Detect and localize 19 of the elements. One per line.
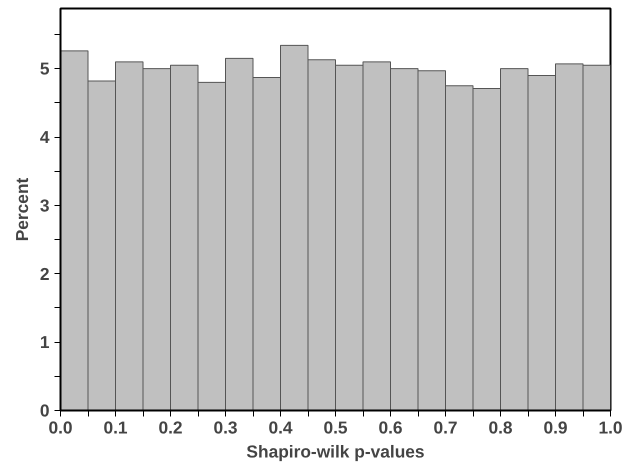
x-axis-title: Shapiro-wilk p-values: [246, 442, 425, 462]
y-axis-title: Percent: [12, 177, 32, 242]
y-tick-label: 1: [40, 332, 50, 352]
x-tick-label: 0.8: [488, 418, 513, 438]
x-tick-label: 0.3: [213, 418, 238, 438]
y-tick-label: 4: [40, 127, 50, 148]
x-tick-label: 0.0: [48, 418, 73, 438]
y-tick-label: 3: [40, 195, 50, 216]
x-tick-label: 0.9: [543, 418, 568, 438]
x-tick-label: 0.1: [103, 418, 128, 438]
y-tick-label: 2: [40, 264, 50, 284]
x-tick-label: 0.2: [158, 418, 183, 438]
x-tick-label: 0.5: [323, 418, 348, 438]
x-tick-label: 1.0: [598, 418, 623, 438]
y-tick-label: 0: [40, 400, 50, 420]
x-tick-label: 0.7: [433, 418, 458, 438]
y-tick-label: 5: [40, 58, 50, 79]
x-tick-label: 0.4: [268, 418, 293, 438]
x-tick-label: 0.6: [378, 418, 403, 438]
